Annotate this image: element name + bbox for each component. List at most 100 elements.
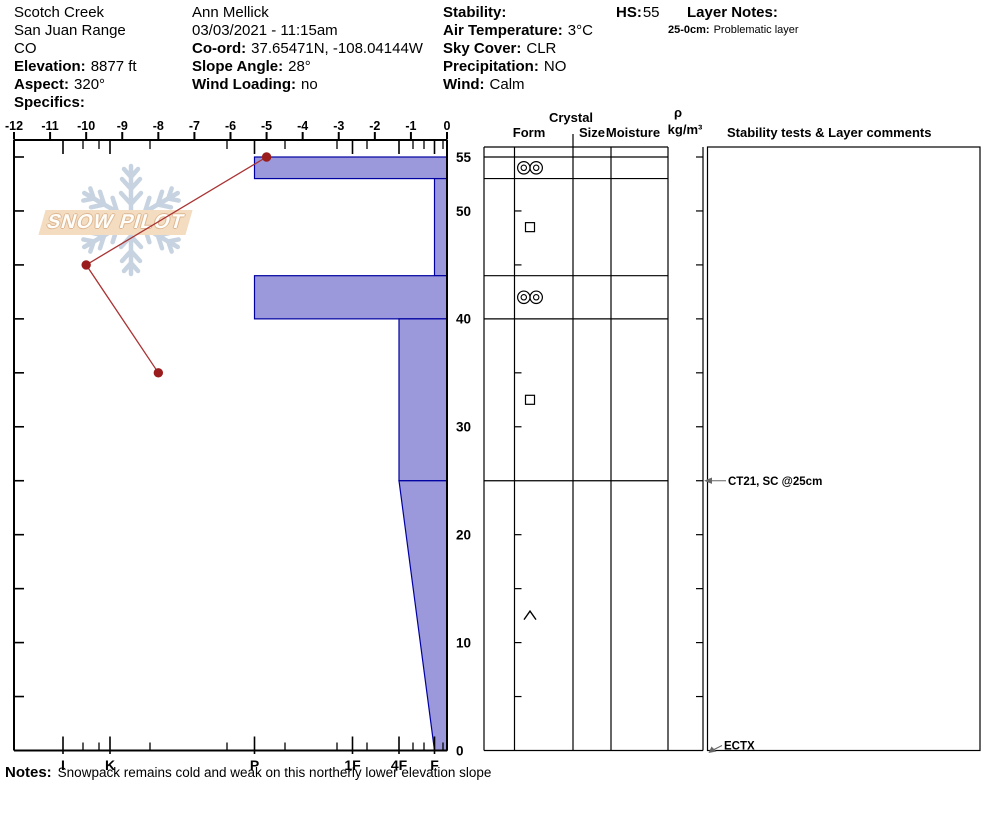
depth-label: 50: [456, 204, 471, 219]
aspect-value: 320°: [74, 76, 106, 93]
observer-info-block: Ann Mellick 03/03/2021 - 11:15am Co-ord:…: [192, 4, 423, 94]
temperature-point: [81, 260, 91, 270]
grain-form-facet-icon: [524, 222, 536, 233]
wind-value: Calm: [489, 76, 525, 93]
temp-tick-label: -3: [333, 119, 344, 133]
layer-note-entry: 25-0cm: Problematic layer: [668, 24, 799, 36]
grain-form-mfcr-icon: [529, 290, 543, 305]
precipitation-value: NO: [543, 58, 567, 75]
elevation-label: Elevation:: [14, 58, 86, 75]
temp-tick-label: -12: [5, 119, 23, 133]
precipitation-label: Precipitation:: [443, 58, 539, 75]
temp-tick-label: -7: [189, 119, 200, 133]
observation-datetime: 03/03/2021 - 11:15am: [192, 22, 338, 39]
temp-tick-label: -2: [369, 119, 380, 133]
coord-value: 37.65471N, -108.04144W: [251, 40, 423, 57]
observer-name: Ann Mellick: [192, 4, 269, 21]
depth-label: 55: [456, 150, 472, 165]
layer-note-text: Problematic layer: [713, 24, 799, 36]
grain-form-mfcr-icon: [529, 160, 543, 175]
temp-tick-label: -6: [225, 119, 236, 133]
wind-loading-label: Wind Loading:: [192, 76, 297, 93]
layer-notes-block: Layer Notes:: [687, 4, 778, 22]
layer-note-range: 25-0cm:: [668, 24, 710, 36]
air-temp-label: Air Temperature:: [443, 22, 563, 39]
stability-test-annotation: CT21, SC @25cm: [728, 476, 822, 488]
site-name: Scotch Creek: [14, 4, 105, 21]
temperature-line: [85, 156, 267, 374]
hs-value: 55: [642, 4, 660, 21]
conditions-block: Stability: Air Temperature: 3°C Sky Cover…: [443, 4, 593, 94]
form-column-header: Form: [512, 125, 546, 140]
site-range: San Juan Range: [14, 22, 126, 39]
temperature-point: [153, 368, 164, 378]
snowflake-arm: [118, 163, 144, 223]
site-state: CO: [14, 40, 37, 57]
depth-label: 20: [456, 527, 471, 542]
depth-label: 10: [456, 635, 471, 650]
comments-column-header: Stability tests & Layer comments: [727, 125, 932, 140]
air-temp-value: 3°C: [567, 22, 593, 39]
density-unit-header: kg/m³: [667, 122, 703, 137]
elevation-value: 8877 ft: [90, 58, 137, 75]
crystal-header: Crystal: [548, 110, 594, 125]
wind-loading-value: no: [301, 76, 318, 93]
hardness-label: 1F: [344, 757, 361, 773]
annotation-arrowhead-icon: [704, 477, 712, 484]
snow-layer-bar: [253, 156, 448, 180]
snow-layer-wedge: [398, 480, 448, 752]
hardness-label: I: [61, 757, 65, 773]
grain-form-depth-hoar-icon: [523, 609, 537, 621]
hardness-label: 4F: [391, 757, 408, 773]
hardness-label: F: [430, 757, 439, 773]
sky-cover-value: CLR: [526, 40, 557, 57]
grain-form-mfcr-icon: [516, 160, 531, 175]
temp-tick-label: -10: [77, 119, 95, 133]
grain-form-mfcr-icon: [516, 290, 531, 305]
stability-test-annotation: ECTX: [724, 741, 755, 753]
temperature-point: [261, 152, 272, 162]
temp-tick-label: -9: [117, 119, 128, 133]
hs-label: HS:: [616, 4, 642, 21]
notes-label: Notes:: [5, 764, 52, 781]
temp-tick-label: -1: [405, 119, 416, 133]
snow-layer-bar: [398, 318, 448, 482]
depth-label: 40: [456, 312, 471, 327]
temp-tick-label: 0: [444, 119, 451, 133]
density-rho-header: ρ: [673, 105, 683, 120]
sky-cover-label: Sky Cover:: [443, 40, 522, 57]
temp-tick-label: -4: [297, 119, 308, 133]
specifics-label: Specifics:: [14, 94, 85, 111]
grain-form-mfcr-icon: [520, 164, 528, 172]
wind-label: Wind:: [443, 76, 485, 93]
slope-angle-value: 28°: [288, 58, 311, 75]
site-info-block: Scotch Creek San Juan Range CO Elevation…: [14, 4, 137, 112]
depth-label: 30: [456, 420, 471, 435]
snow-layer-bar: [433, 177, 448, 277]
stability-label: Stability:: [443, 4, 507, 21]
hardness-label: P: [250, 757, 259, 773]
slope-angle-label: Slope Angle:: [192, 58, 284, 75]
depth-label: 0: [456, 743, 464, 758]
hardness-label: K: [105, 757, 115, 773]
temp-tick-label: -11: [41, 119, 58, 133]
temp-tick-label: -8: [153, 119, 164, 133]
notes-block: Notes: Snowpack remains cold and weak on …: [5, 764, 491, 781]
grain-form-mfcr-icon: [520, 294, 528, 301]
aspect-label: Aspect:: [14, 76, 70, 93]
annotation-arrowhead-icon: [708, 746, 717, 753]
notes-text: Snowpack remains cold and weak on this n…: [57, 765, 492, 780]
snow-layer-bar: [253, 275, 448, 320]
coord-label: Co-ord:: [192, 40, 247, 57]
grain-form-mfcr-icon: [532, 294, 540, 301]
comments-box: [706, 146, 981, 752]
grain-form-facet-icon: [524, 394, 536, 405]
temp-tick-label: -5: [261, 119, 272, 133]
hs-block: HS:55: [616, 4, 660, 22]
layer-notes-title: Layer Notes:: [687, 4, 778, 21]
size-column-header: Size: [578, 125, 605, 140]
grain-form-mfcr-icon: [532, 164, 540, 172]
moisture-column-header: Moisture: [605, 125, 661, 140]
